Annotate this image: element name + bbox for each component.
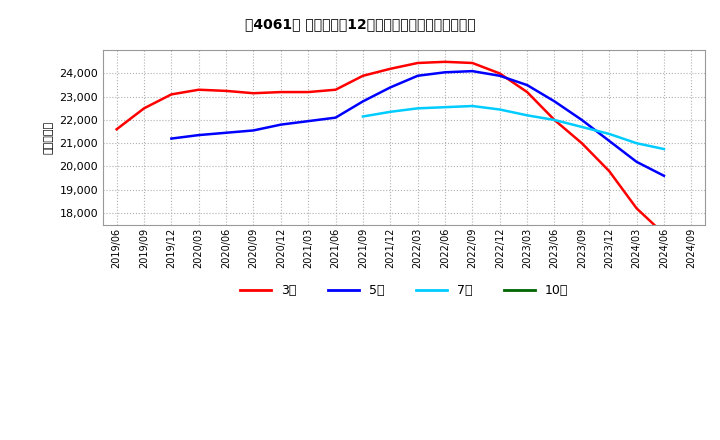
3年	[359, 73, 367, 78]
3年	[222, 88, 230, 94]
5年	[441, 70, 449, 75]
7年	[359, 114, 367, 119]
Legend: 3年, 5年, 7年, 10年: 3年, 5年, 7年, 10年	[235, 279, 573, 302]
5年	[577, 117, 586, 123]
5年	[304, 118, 312, 124]
3年	[194, 87, 203, 92]
3年	[304, 89, 312, 95]
3年	[413, 60, 422, 66]
Line: 5年: 5年	[171, 71, 664, 176]
7年	[577, 125, 586, 130]
5年	[413, 73, 422, 78]
3年	[468, 60, 477, 66]
3年	[523, 89, 531, 95]
7年	[495, 107, 504, 112]
7年	[605, 131, 613, 136]
3年	[249, 91, 258, 96]
Y-axis label: （百万円）: （百万円）	[44, 121, 54, 154]
3年	[112, 127, 121, 132]
7年	[441, 105, 449, 110]
7年	[413, 106, 422, 111]
5年	[386, 85, 395, 90]
3年	[441, 59, 449, 65]
3年	[550, 117, 559, 123]
3年	[605, 169, 613, 174]
5年	[167, 136, 176, 141]
5年	[523, 82, 531, 88]
5年	[331, 115, 340, 120]
5年	[632, 159, 641, 165]
3年	[167, 92, 176, 97]
7年	[660, 147, 668, 152]
5年	[605, 138, 613, 143]
7年	[550, 117, 559, 123]
Line: 3年: 3年	[117, 62, 664, 234]
3年	[632, 206, 641, 211]
Line: 7年: 7年	[363, 106, 664, 149]
7年	[523, 113, 531, 118]
5年	[660, 173, 668, 179]
7年	[632, 141, 641, 146]
7年	[468, 103, 477, 109]
3年	[660, 231, 668, 237]
5年	[222, 130, 230, 136]
Text: ［4061］ 当期純利益12か月移動合計の平均値の推移: ［4061］ 当期純利益12か月移動合計の平均値の推移	[245, 18, 475, 32]
3年	[577, 141, 586, 146]
5年	[249, 128, 258, 133]
5年	[359, 99, 367, 104]
3年	[331, 87, 340, 92]
5年	[276, 122, 285, 127]
3年	[276, 89, 285, 95]
5年	[194, 132, 203, 138]
5年	[550, 99, 559, 104]
3年	[495, 71, 504, 76]
3年	[386, 66, 395, 71]
7年	[386, 109, 395, 114]
5年	[468, 69, 477, 74]
5年	[495, 73, 504, 78]
3年	[140, 106, 148, 111]
